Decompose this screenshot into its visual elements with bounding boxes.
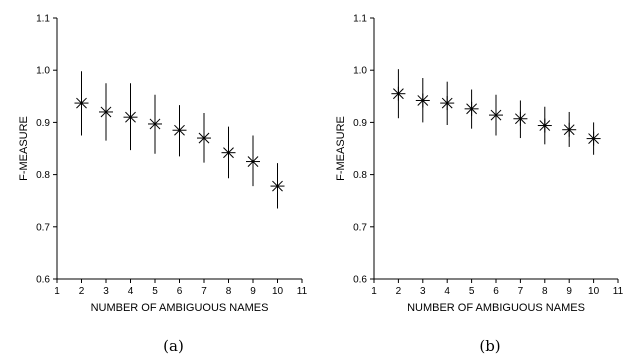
data-point-marker [537,118,552,133]
marker-stroke [247,156,259,167]
x-tick-label: 6 [177,286,183,297]
data-point-marker [74,96,89,111]
x-tick-label: 3 [103,286,109,297]
marker-stroke [223,147,234,159]
panel-caption: (b) [479,337,500,355]
panel-caption: (a) [163,337,184,355]
data-point-marker [586,131,601,146]
y-tick-label: 0.6 [353,275,367,286]
x-tick-label: 4 [128,286,134,297]
y-axis-title: F-MEASURE [335,116,347,181]
x-tick-label: 2 [396,286,402,297]
x-tick-label: 7 [201,286,207,297]
x-tick-label: 7 [518,286,524,297]
x-tick-label: 10 [272,286,284,297]
x-tick-label: 5 [469,286,475,297]
y-tick-label: 0.7 [36,222,50,233]
marker-stroke [198,132,210,144]
y-tick-label: 0.9 [36,118,50,129]
x-tick-label: 5 [152,286,158,297]
y-tick-label: 0.8 [353,170,367,181]
marker-stroke [490,109,502,121]
data-point-marker [562,122,577,137]
marker-stroke [125,111,136,123]
marker-stroke [272,180,283,192]
marker-stroke [100,106,112,118]
x-tick-label: 1 [371,286,377,297]
x-tick-label: 2 [79,286,85,297]
data-point-marker [464,101,479,116]
marker-stroke [393,88,404,100]
marker-stroke [441,97,453,109]
data-point-marker [99,104,113,119]
marker-stroke [588,133,599,144]
y-tick-label: 1.1 [36,14,50,25]
marker-stroke [76,97,87,109]
y-tick-label: 0.6 [36,275,50,286]
marker-stroke [174,124,185,136]
x-tick-label: 6 [493,286,499,297]
chart-panel-a: 1 2 3 4 5 6 7 8 9 10 11 0.6 0.7 0.8 0.9 1.0 1.1 NUMBER OF… [18,14,308,356]
y-axis-title: F-MEASURE [18,116,30,181]
data-point-marker [172,123,187,138]
y-tick-label: 1.0 [36,66,50,77]
data-point-marker [197,131,211,146]
marker-stroke [563,124,575,136]
x-axis-title: NUMBER OF AMBIGUOUS NAMES [91,302,269,314]
data-point-marker [391,86,406,101]
y-tick-label: 1.0 [353,66,367,77]
data-point-marker [440,96,455,111]
x-tick-label: 9 [250,286,256,297]
data-point-marker [148,116,162,131]
data-point-marker [123,110,138,125]
y-tick-label: 0.9 [353,118,367,129]
y-tick-label: 0.7 [353,222,367,233]
data-point-marker [221,145,236,160]
x-tick-label: 1 [54,286,60,297]
x-tick-label: 9 [566,286,572,297]
data-point-marker [415,93,430,108]
chart-panel-b: 1 2 3 4 5 6 7 8 9 10 11 0.6 0.7 0.8 0.9 1.0 1.1 NUMBER OF… [335,14,624,356]
x-tick-label: 4 [444,286,450,297]
x-tick-label: 8 [542,286,548,297]
data-point-marker [270,179,285,194]
x-tick-label: 10 [588,286,600,297]
marker-stroke [515,113,526,125]
x-tick-label: 8 [226,286,232,297]
y-tick-label: 0.8 [36,170,50,181]
data-point-marker [246,154,260,169]
marker-stroke [539,120,551,131]
marker-stroke [149,118,161,130]
x-tick-label: 11 [297,286,308,297]
marker-stroke [466,103,477,115]
data-point-marker [489,108,503,123]
data-point-marker [513,111,528,126]
y-tick-label: 1.1 [353,14,367,25]
x-tick-label: 11 [613,286,624,297]
x-axis-title: NUMBER OF AMBIGUOUS NAMES [407,302,585,314]
x-tick-label: 3 [420,286,426,297]
marker-stroke [417,95,429,106]
